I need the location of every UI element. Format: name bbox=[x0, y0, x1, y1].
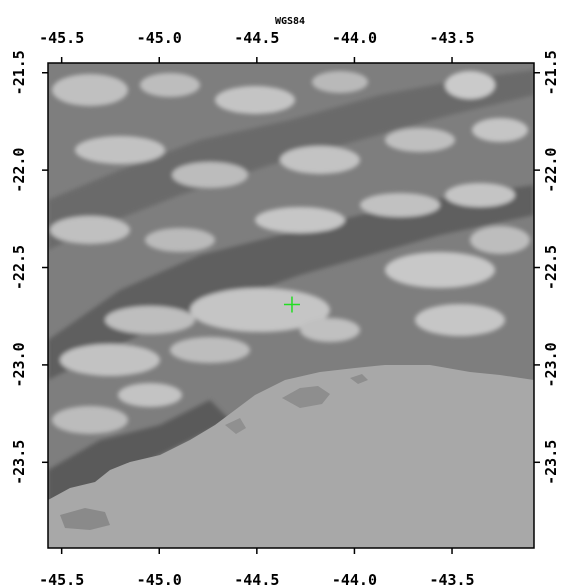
x-tick-label: -44.0 bbox=[332, 571, 377, 588]
y-tick-label: -22.5 bbox=[542, 245, 560, 290]
y-tick-label: -23.5 bbox=[542, 440, 560, 485]
x-tick-label: -45.0 bbox=[137, 571, 182, 588]
y-tick-label: -22.0 bbox=[542, 148, 560, 193]
x-axis-top: -45.5 -45.0 -44.5 -44.0 -43.5 bbox=[39, 29, 475, 63]
y-tick-label: -23.0 bbox=[542, 342, 560, 387]
x-tick-label: -44.5 bbox=[234, 571, 279, 588]
location-marker bbox=[283, 296, 300, 313]
x-tick-label: -45.5 bbox=[39, 571, 84, 588]
y-tick-label: -22.5 bbox=[10, 245, 28, 290]
x-tick-label: -44.0 bbox=[332, 29, 377, 47]
y-axis-right: -21.5 -22.0 -22.5 -23.0 -23.5 bbox=[534, 50, 560, 485]
y-axis-left: -21.5 -22.0 -22.5 -23.0 -23.5 bbox=[10, 50, 48, 485]
y-tick-label: -23.0 bbox=[10, 342, 28, 387]
y-tick-label: -21.5 bbox=[542, 50, 560, 95]
ocean-area bbox=[48, 365, 534, 548]
island bbox=[282, 386, 330, 408]
x-tick-label: -43.5 bbox=[429, 571, 474, 588]
map-frame bbox=[47, 62, 535, 549]
x-tick-label: -44.5 bbox=[234, 29, 279, 47]
y-tick-label: -23.5 bbox=[10, 440, 28, 485]
y-tick-label: -22.0 bbox=[10, 148, 28, 193]
x-tick-label: -45.0 bbox=[137, 29, 182, 47]
y-tick-label: -21.5 bbox=[10, 50, 28, 95]
relief-map bbox=[48, 63, 534, 548]
island bbox=[225, 418, 246, 434]
island bbox=[350, 374, 368, 384]
crs-label: WGS84 bbox=[275, 16, 305, 27]
x-tick-label: -45.5 bbox=[39, 29, 84, 47]
x-tick-label: -43.5 bbox=[429, 29, 474, 47]
island bbox=[60, 508, 110, 530]
x-axis-bottom: -45.5 -45.0 -44.5 -44.0 -43.5 bbox=[39, 548, 475, 588]
